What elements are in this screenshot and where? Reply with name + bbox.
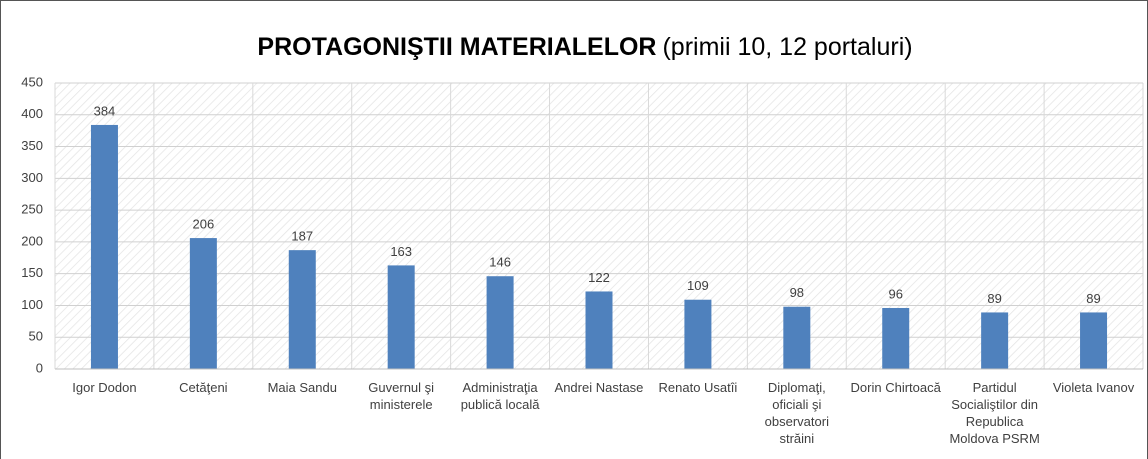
y-tick-label: 0 [36, 360, 43, 375]
y-tick-label: 50 [29, 329, 43, 344]
y-tick-label: 150 [21, 265, 43, 280]
value-label: 163 [390, 244, 412, 259]
bar [981, 312, 1009, 369]
value-label: 109 [687, 278, 709, 293]
x-tick-label: Administraţia publică locală [460, 380, 540, 412]
y-tick-label: 300 [21, 170, 43, 185]
x-tick-label: Violeta Ivanov [1052, 380, 1135, 395]
title-sub: (primii 10, 12 portaluri) [662, 33, 912, 61]
value-label: 89 [987, 291, 1001, 306]
y-tick-label: 350 [21, 138, 43, 153]
value-label: 89 [1086, 291, 1100, 306]
x-tick-label: Cetăţeni [179, 380, 228, 395]
bar [90, 124, 118, 370]
bar [1080, 312, 1108, 369]
bar [783, 306, 811, 369]
y-tick-label: 200 [21, 233, 43, 248]
x-tick-label: Dorin Chirtoacă [850, 380, 941, 395]
bar [189, 238, 217, 369]
value-label: 122 [588, 270, 610, 285]
x-tick-label: Andrei Nastase [554, 380, 644, 395]
y-tick-label: 400 [21, 106, 43, 121]
value-label: 384 [94, 103, 116, 118]
chart-title: PROTAGONIŞTII MATERIALELOR (primii 10, 12… [257, 33, 912, 61]
value-label: 96 [888, 286, 902, 301]
value-label: 146 [489, 255, 511, 270]
value-label: 187 [291, 229, 313, 244]
value-label: 98 [790, 285, 804, 300]
bar [882, 307, 910, 369]
y-tick-label: 100 [21, 297, 43, 312]
title-main: PROTAGONIŞTII MATERIALELOR [257, 33, 656, 61]
value-label: 206 [193, 217, 215, 232]
bar [387, 265, 415, 369]
x-tick-label: Guvernul şi ministerele [368, 380, 435, 412]
bar [585, 291, 613, 369]
x-tick-label: Maia Sandu [267, 380, 337, 395]
bar [684, 299, 712, 369]
bar [288, 250, 316, 369]
bar [486, 276, 514, 369]
x-tick-label: Igor Dodon [72, 380, 137, 395]
y-tick-label: 450 [21, 74, 43, 89]
x-tick-label: Partidul Socialiştilor din Republica Mol… [949, 380, 1040, 446]
y-tick-label: 250 [21, 202, 43, 217]
x-tick-label: Diplomaţi, oficiali şi observatori străi… [764, 380, 829, 446]
x-tick-label: Renato Usatîi [658, 380, 738, 395]
